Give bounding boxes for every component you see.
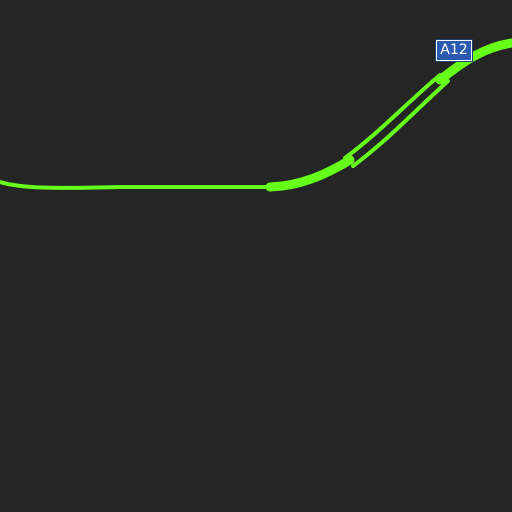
road-carriageway-a <box>343 73 442 160</box>
road-carriageway-b <box>351 79 450 168</box>
road-segment-east <box>435 38 512 85</box>
road-segment-merge <box>265 155 355 192</box>
road-segment-west <box>0 180 274 190</box>
road-shield-a12: A12 <box>435 39 473 62</box>
